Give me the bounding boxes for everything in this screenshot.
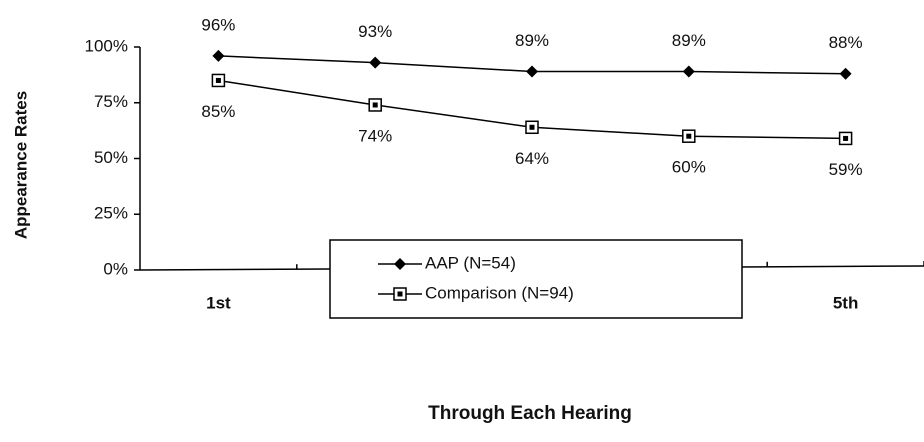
marker-inner	[843, 135, 849, 141]
marker-inner	[529, 124, 535, 130]
data-label: 64%	[515, 149, 549, 168]
y-tick-label: 50%	[94, 148, 128, 167]
data-label: 89%	[672, 31, 706, 50]
marker	[369, 56, 382, 69]
data-label: 88%	[829, 33, 863, 52]
marker-inner	[686, 133, 692, 139]
marker-inner	[372, 102, 378, 108]
y-tick-label: 75%	[94, 92, 128, 111]
marker	[526, 65, 538, 78]
legend-label: AAP (N=54)	[425, 253, 516, 272]
data-label: 85%	[201, 102, 235, 121]
marker	[682, 65, 695, 78]
x-tick-label: 1st	[206, 293, 231, 312]
marker	[839, 67, 852, 80]
marker	[212, 49, 225, 62]
data-label: 93%	[358, 22, 392, 41]
marker	[394, 258, 406, 270]
x-axis-title: Through Each Hearing	[428, 403, 632, 424]
y-tick-label: 0%	[103, 259, 128, 278]
data-label: 89%	[515, 31, 549, 50]
data-label: 60%	[672, 158, 706, 177]
y-tick-label: 25%	[94, 204, 128, 223]
y-tick-label: 100%	[85, 36, 128, 55]
data-label: 59%	[829, 160, 863, 179]
legend-label: Comparison (N=94)	[425, 283, 574, 302]
y-axis-title: Appearance Rates	[11, 91, 30, 239]
legend-box	[329, 239, 743, 319]
marker-inner	[215, 77, 221, 83]
marker-inner	[397, 291, 403, 297]
data-label: 96%	[201, 15, 235, 34]
data-label: 74%	[358, 126, 392, 145]
x-tick-label: 5th	[833, 293, 859, 312]
